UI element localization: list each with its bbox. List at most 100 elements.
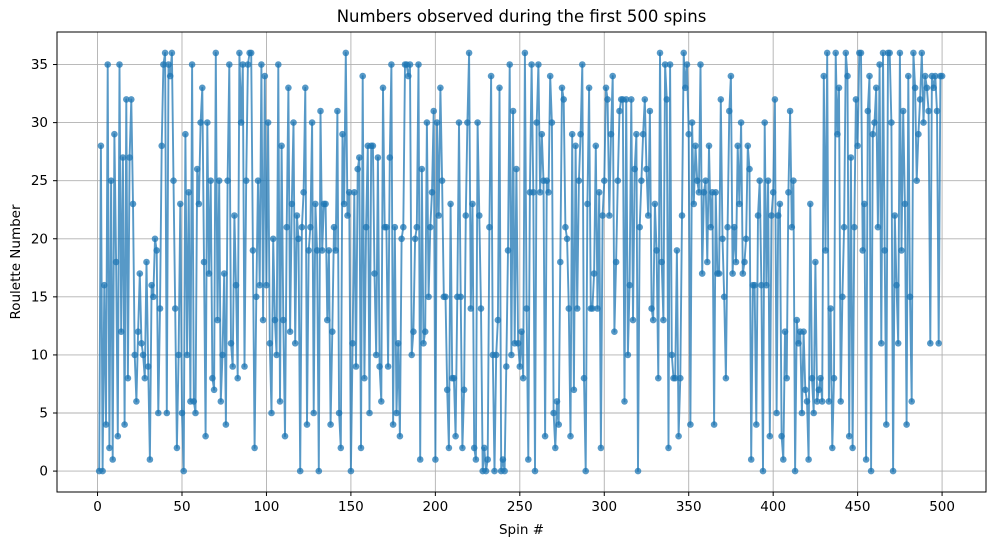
data-point (305, 247, 313, 254)
data-point (254, 177, 262, 184)
data-point (668, 351, 676, 359)
data-point (795, 340, 802, 347)
data-point (631, 165, 638, 173)
data-point (751, 281, 758, 289)
data-point (499, 456, 507, 463)
data-point (242, 177, 250, 184)
data-point (927, 340, 934, 347)
data-point (808, 374, 816, 382)
data-point (933, 107, 941, 115)
data-point (866, 72, 873, 80)
data-point (769, 189, 777, 196)
data-point (374, 154, 382, 161)
data-point (851, 223, 858, 231)
data-point (329, 328, 336, 336)
data-point (344, 212, 351, 219)
data-point (896, 49, 904, 57)
data-point (427, 223, 434, 231)
data-point (491, 467, 498, 475)
data-point (175, 351, 182, 359)
data-point (570, 386, 578, 394)
data-point (393, 409, 400, 417)
data-point (678, 212, 686, 219)
data-point (335, 409, 343, 417)
data-point (611, 328, 618, 336)
data-point (496, 84, 503, 92)
data-point (121, 421, 128, 428)
data-point (864, 107, 872, 115)
data-point (469, 200, 476, 208)
data-point (261, 72, 269, 80)
data-point (200, 258, 208, 266)
data-point (182, 130, 189, 138)
data-point (290, 119, 297, 126)
data-point (136, 270, 144, 277)
data-point (450, 374, 458, 382)
data-point (334, 107, 341, 115)
data-point (835, 84, 843, 92)
data-point (258, 61, 265, 68)
data-point (731, 223, 738, 231)
data-point (722, 374, 730, 382)
data-point (312, 200, 319, 208)
data-point (764, 177, 772, 184)
data-point (237, 119, 245, 126)
data-point (362, 223, 370, 231)
data-point (457, 293, 465, 301)
data-point (324, 316, 331, 324)
data-point (719, 235, 726, 243)
data-point (354, 165, 362, 173)
data-point (472, 456, 480, 463)
data-point (173, 444, 181, 452)
data-point (707, 223, 714, 231)
data-point (421, 328, 429, 336)
data-point (773, 409, 780, 417)
data-point (648, 305, 655, 312)
data-point (315, 467, 323, 475)
x-tick-label: 100 (254, 499, 280, 515)
data-point (337, 444, 345, 452)
data-point (825, 398, 833, 405)
data-point (656, 49, 664, 57)
data-point (844, 72, 851, 80)
data-point (595, 189, 603, 196)
data-point (602, 84, 610, 92)
data-point (771, 96, 779, 103)
data-point (901, 200, 909, 208)
y-axis-label: Roulette Number (8, 204, 24, 320)
data-point (415, 61, 422, 68)
data-point (459, 444, 466, 452)
data-point (793, 316, 801, 324)
data-point (705, 142, 713, 150)
data-point (308, 119, 316, 126)
data-point (357, 444, 365, 452)
data-point (690, 200, 698, 208)
data-point (834, 130, 841, 138)
data-point (288, 200, 296, 208)
data-point (538, 130, 546, 138)
data-point (612, 258, 620, 266)
data-point (624, 351, 632, 359)
data-point (651, 200, 659, 208)
data-point (413, 223, 421, 231)
data-point (247, 49, 255, 57)
data-point (893, 281, 900, 289)
data-point (845, 432, 853, 440)
data-point (295, 235, 302, 243)
data-point (232, 281, 240, 289)
data-point (891, 212, 899, 219)
data-point (116, 61, 123, 68)
data-point (572, 142, 579, 150)
data-point (418, 165, 426, 173)
data-point (214, 316, 221, 324)
data-point (119, 154, 127, 161)
data-point (244, 61, 252, 68)
data-point (812, 258, 819, 266)
data-point (693, 177, 701, 184)
data-point (482, 467, 490, 475)
data-point (621, 398, 628, 405)
data-point (807, 200, 814, 208)
data-point (888, 119, 895, 126)
data-point (697, 61, 704, 68)
data-point (653, 247, 660, 254)
